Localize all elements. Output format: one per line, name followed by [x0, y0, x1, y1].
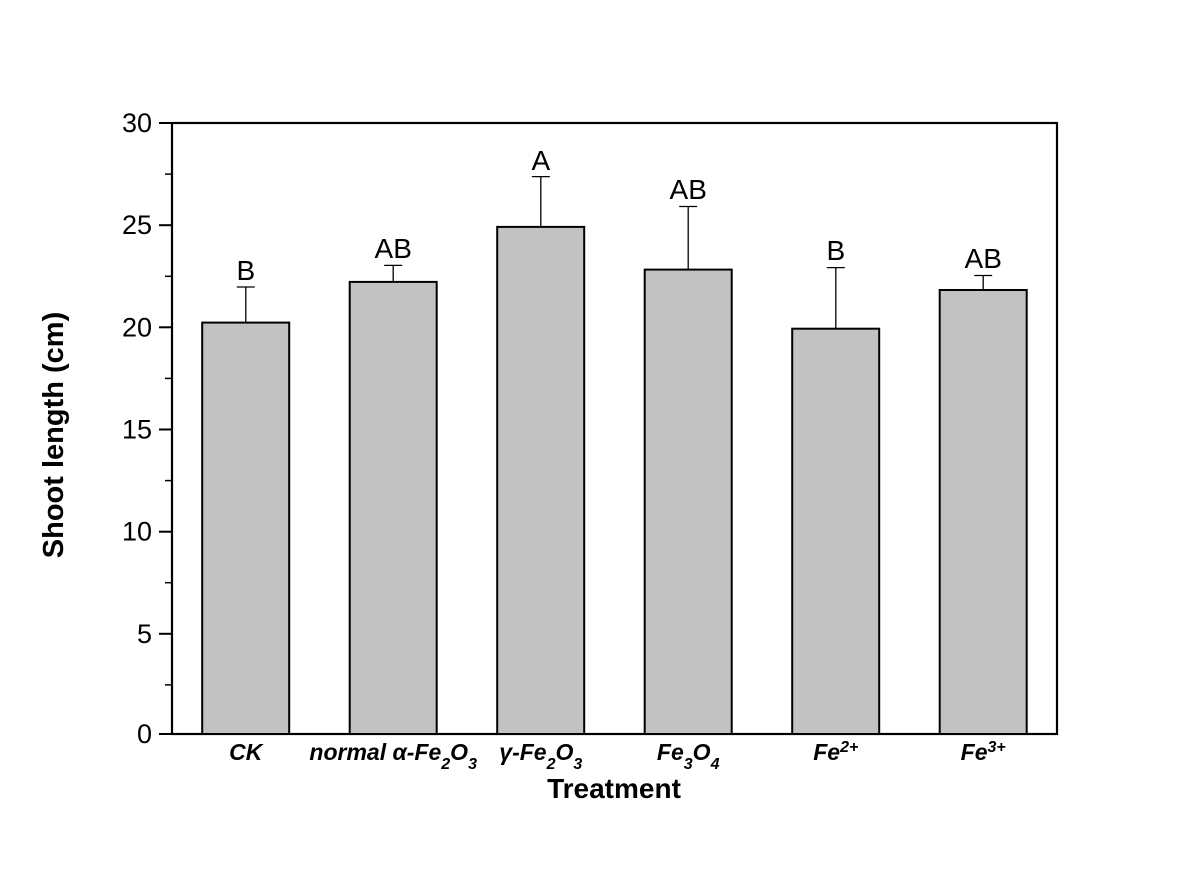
- svg-text:Shoot length (cm): Shoot length (cm): [38, 312, 70, 558]
- svg-text:Treatment: Treatment: [547, 773, 681, 804]
- svg-text:5: 5: [137, 619, 152, 649]
- svg-text:AB: AB: [670, 174, 707, 205]
- svg-text:A: A: [531, 145, 550, 176]
- svg-text:25: 25: [122, 210, 152, 240]
- svg-text:B: B: [826, 235, 845, 266]
- svg-text:0: 0: [137, 719, 152, 749]
- svg-text:CK: CK: [229, 739, 264, 765]
- svg-text:20: 20: [122, 312, 152, 342]
- svg-text:Fe3O4: Fe3O4: [657, 739, 720, 773]
- svg-text:AB: AB: [375, 233, 412, 264]
- svg-text:15: 15: [122, 415, 152, 445]
- svg-text:B: B: [236, 255, 255, 286]
- svg-text:30: 30: [122, 108, 152, 138]
- svg-text:10: 10: [122, 517, 152, 547]
- svg-text:normal α-Fe2O3: normal α-Fe2O3: [309, 739, 477, 773]
- svg-text:AB: AB: [965, 243, 1002, 274]
- svg-text:Fe3+: Fe3+: [961, 739, 1006, 766]
- svg-text:γ-Fe2O3: γ-Fe2O3: [499, 739, 582, 773]
- svg-text:Fe2+: Fe2+: [813, 739, 858, 766]
